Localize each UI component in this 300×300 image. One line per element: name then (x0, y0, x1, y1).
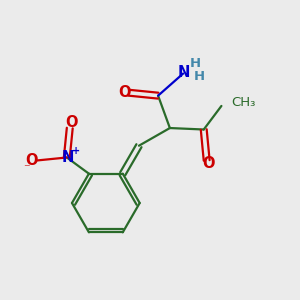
Text: H: H (194, 70, 205, 83)
Text: O: O (25, 153, 38, 168)
Text: +: + (72, 146, 80, 156)
Text: H: H (190, 57, 201, 70)
Text: O: O (202, 157, 214, 172)
Text: ⁻: ⁻ (23, 162, 29, 175)
Text: CH₃: CH₃ (232, 96, 256, 109)
Text: O: O (65, 115, 77, 130)
Text: N: N (178, 65, 190, 80)
Text: O: O (118, 85, 130, 100)
Text: N: N (61, 150, 74, 165)
